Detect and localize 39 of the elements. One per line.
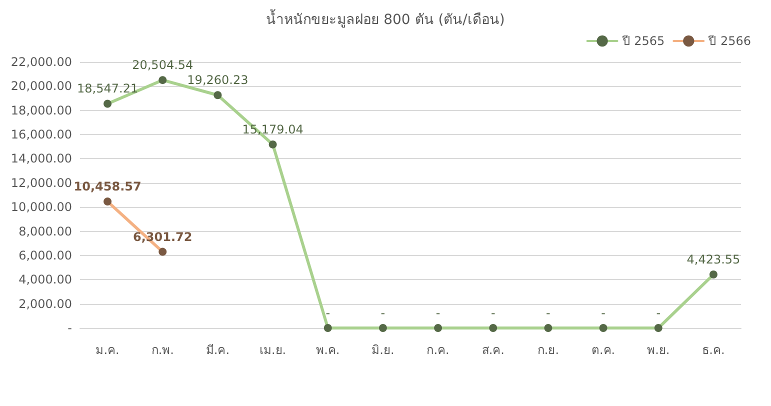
data-label: 19,260.23 — [187, 73, 248, 88]
data-label: - — [490, 306, 496, 320]
x-tick-label: ก.ย. — [537, 343, 560, 357]
data-label: - — [546, 306, 550, 320]
y-tick-label: 22,000.00 — [10, 55, 72, 69]
x-tick-label: เม.ย. — [259, 343, 286, 357]
x-tick-label: มิ.ย. — [372, 343, 394, 357]
x-tick-label: ก.พ. — [151, 343, 174, 357]
y-tick-label: 14,000.00 — [10, 152, 72, 166]
data-label: 18,547.21 — [77, 82, 138, 96]
x-tick-label: พ.ค. — [316, 343, 340, 357]
data-label: - — [380, 306, 386, 320]
y-tick-label: 10,000.00 — [10, 200, 72, 214]
x-tick-label: มี.ค. — [206, 343, 230, 357]
data-label: 20,504.54 — [132, 58, 194, 72]
y-tick-label: 8,000.00 — [18, 224, 72, 238]
y-tick-label: 4,000.00 — [18, 272, 72, 287]
data-label: - — [601, 306, 606, 320]
y-tick-label: 20,000.00 — [10, 79, 72, 94]
x-tick-label: ธ.ค. — [702, 343, 725, 357]
legend-label: ปี 2566 — [708, 34, 752, 48]
x-tick-label: ส.ค. — [482, 343, 504, 357]
y-tick-label: 16,000.00 — [10, 128, 72, 142]
y-tick-label: - — [68, 321, 72, 335]
x-tick-label: ม.ค. — [96, 343, 120, 357]
data-label: 10,458.57 — [74, 180, 142, 194]
x-tick-label: พ.ย. — [647, 343, 670, 357]
y-tick-label: 12,000.00 — [10, 176, 72, 190]
x-tick-label: ก.ค. — [426, 343, 450, 357]
data-label: - — [326, 306, 330, 320]
chart-title: น้ำหนักขยะมูลฝอย 800 ตัน (ตัน/เดือน) — [266, 9, 505, 28]
data-label: - — [656, 306, 661, 320]
legend-label: ปี 2565 — [621, 34, 665, 48]
data-label: 4,423.55 — [686, 252, 740, 267]
y-tick-label: 18,000.00 — [10, 103, 72, 118]
y-tick-label: 2,000.00 — [18, 296, 72, 311]
x-tick-label: ต.ค. — [591, 343, 616, 357]
y-tick-label: 6,000.00 — [18, 248, 72, 262]
data-label: - — [436, 306, 440, 320]
